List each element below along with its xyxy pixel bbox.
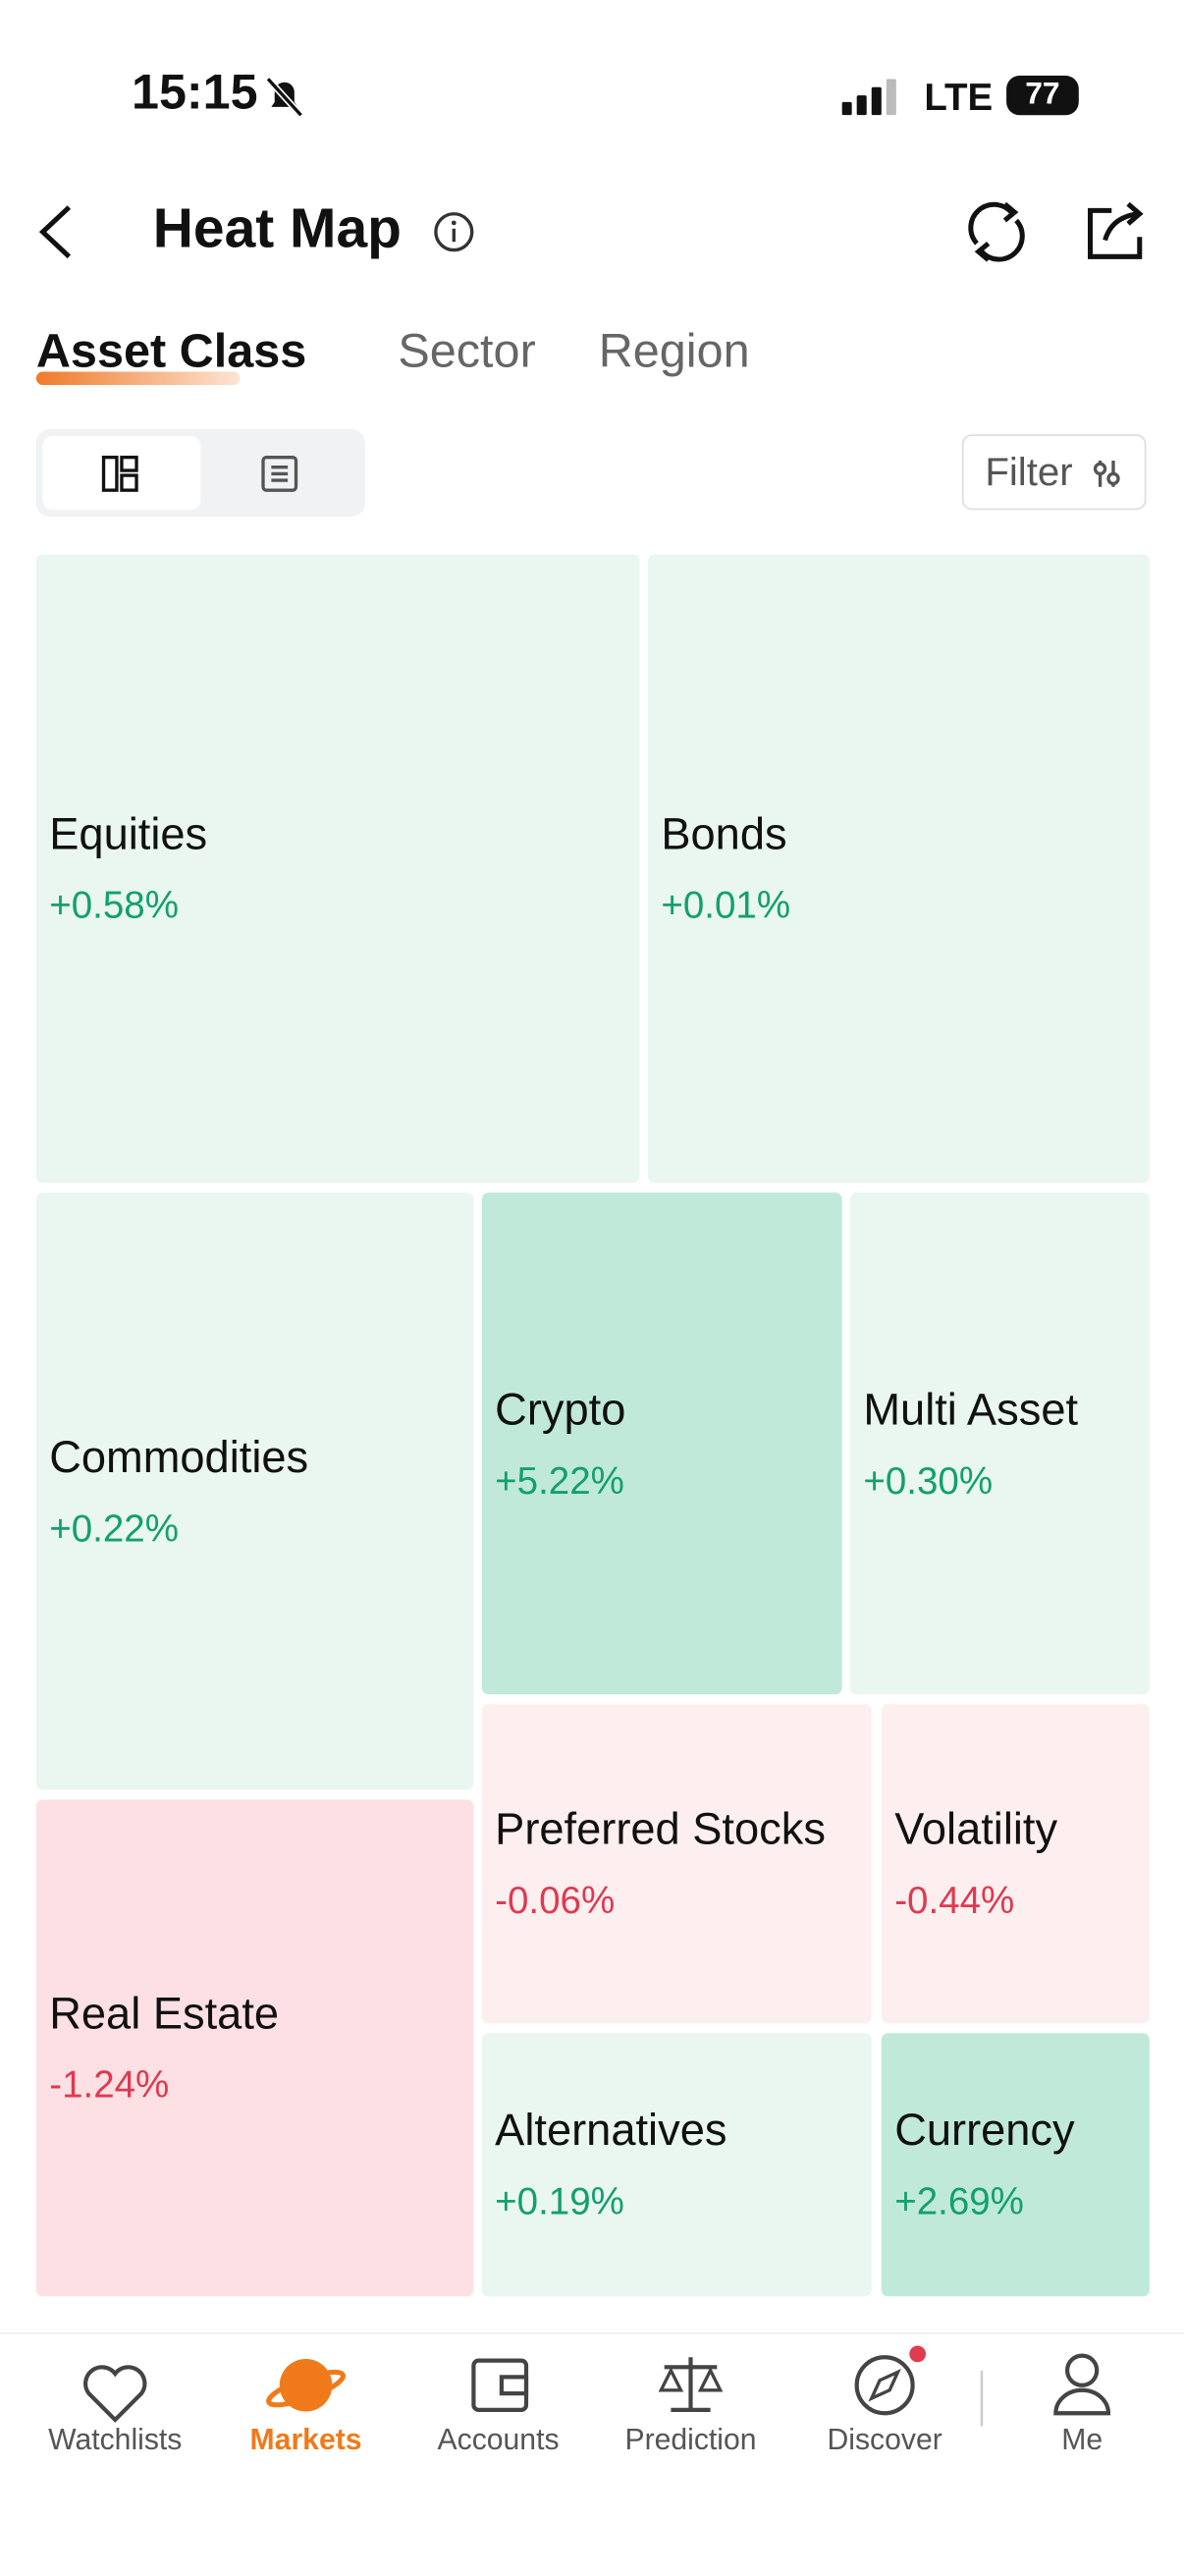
- tile-change: +5.22%: [495, 1457, 624, 1502]
- filter-button[interactable]: Filter: [961, 434, 1147, 511]
- heat-tile[interactable]: Currency +2.69%: [881, 2033, 1150, 2297]
- tile-change: +0.01%: [661, 883, 791, 927]
- tab[interactable]: Sector: [398, 325, 536, 379]
- tile-label: Crypto: [495, 1384, 626, 1434]
- tile-label: Currency: [894, 2106, 1075, 2156]
- refresh-button[interactable]: [962, 197, 1031, 266]
- page-title: Heat Map: [152, 197, 402, 260]
- nav-icons: [83, 2345, 1111, 2427]
- status-time: 15:15: [132, 66, 258, 121]
- heat-tile[interactable]: Equities +0.58%: [35, 554, 640, 1183]
- tile-label: Equities: [49, 809, 208, 859]
- tile-label: Multi Asset: [863, 1384, 1079, 1434]
- bottom-nav: [0, 2332, 1184, 2576]
- tab-indicator: [35, 371, 241, 385]
- network-type: LTE: [924, 76, 994, 119]
- tile-label: Preferred Stocks: [495, 1804, 826, 1854]
- filter-icon: [1093, 460, 1120, 487]
- nav-item[interactable]: Discover: [827, 2423, 942, 2456]
- filter-label: Filter: [985, 450, 1073, 496]
- tile-label: Commodities: [49, 1432, 309, 1482]
- tile-label: Real Estate: [49, 1989, 280, 2039]
- tile-change: -1.24%: [49, 2062, 170, 2106]
- back-button[interactable]: [33, 200, 82, 263]
- tab[interactable]: Region: [598, 325, 750, 379]
- heat-tile[interactable]: Crypto +5.22%: [481, 1192, 842, 1695]
- tile-change: -0.44%: [894, 1878, 1015, 1922]
- nav-item[interactable]: Watchlists: [48, 2423, 183, 2456]
- tile-label: Volatility: [894, 1804, 1058, 1854]
- view-toggle-active[interactable]: [42, 435, 201, 511]
- tile-label: Alternatives: [495, 2106, 727, 2156]
- battery-level: 77: [1006, 76, 1079, 116]
- heat-tile[interactable]: Commodities +0.22%: [35, 1192, 474, 1790]
- tile-change: +2.69%: [894, 2179, 1024, 2222]
- tile-label: Bonds: [661, 809, 787, 859]
- tile-change: +0.58%: [49, 883, 179, 927]
- heat-tile[interactable]: Multi Asset +0.30%: [849, 1192, 1150, 1695]
- heat-tile[interactable]: Real Estate -1.24%: [35, 1799, 474, 2297]
- heat-tile[interactable]: Bonds +0.01%: [647, 554, 1150, 1183]
- tile-change: +0.22%: [49, 1506, 179, 1550]
- tile-change: +0.30%: [863, 1457, 994, 1502]
- share-button[interactable]: [1086, 197, 1149, 263]
- signal-icon: [841, 79, 896, 116]
- tile-change: -0.06%: [495, 1878, 616, 1922]
- tab[interactable]: Asset Class: [35, 325, 307, 379]
- tile-change: +0.19%: [495, 2179, 624, 2222]
- list-view-icon[interactable]: [260, 454, 299, 493]
- heat-tile[interactable]: Preferred Stocks -0.06%: [481, 1704, 872, 2024]
- nav-item[interactable]: Accounts: [437, 2423, 560, 2456]
- info-button[interactable]: [433, 210, 476, 253]
- heat-tile[interactable]: Alternatives +0.19%: [481, 2033, 872, 2297]
- nav-item[interactable]: Me: [1061, 2423, 1103, 2456]
- treemap-view-icon: [101, 455, 138, 492]
- silent-icon: [265, 77, 304, 118]
- nav-item[interactable]: Prediction: [624, 2423, 757, 2456]
- nav-item[interactable]: Markets: [249, 2423, 362, 2456]
- heat-tile[interactable]: Volatility -0.44%: [881, 1704, 1150, 2024]
